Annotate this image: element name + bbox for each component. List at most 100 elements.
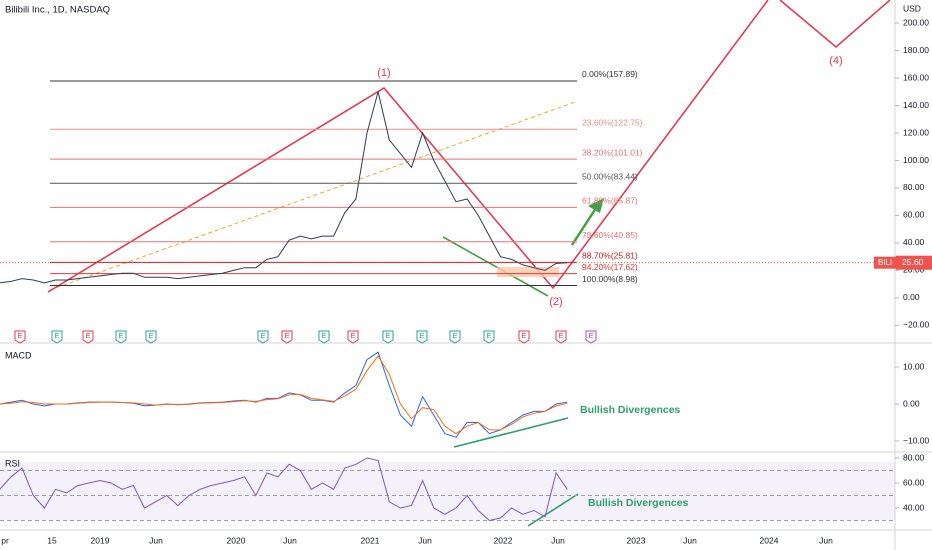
- wave-line: [47, 0, 769, 293]
- zone: [497, 267, 559, 277]
- wave-label: (4): [829, 55, 842, 67]
- y-tick-label: 0.00: [903, 292, 920, 302]
- fib-label: 94.20%(17.62): [582, 262, 638, 272]
- fib-label: 50.00%(83.44): [582, 172, 638, 182]
- earnings-marker: [14, 330, 26, 344]
- x-tick-label: Jun: [551, 535, 565, 545]
- x-tick-label: 2020: [227, 535, 246, 545]
- trend-line: [49, 101, 576, 291]
- fib-label: 100.00%(8.98): [582, 274, 638, 284]
- price-line: [0, 91, 568, 284]
- earnings-marker: [318, 330, 330, 344]
- y-tick-label: 120.00: [903, 127, 929, 137]
- earnings-label: E: [350, 331, 355, 340]
- earnings-marker: [416, 330, 428, 344]
- earnings-label: E: [148, 331, 153, 340]
- earnings-label: E: [486, 331, 491, 340]
- symbol: BILI: [878, 258, 892, 267]
- earnings-marker: [281, 330, 293, 344]
- arrow: [570, 204, 600, 246]
- x-tick-label: Jun: [819, 535, 833, 545]
- y-tick-label: 200.00: [903, 17, 929, 27]
- x-tick-label: Jun: [418, 535, 432, 545]
- x-tick-label: 2023: [627, 535, 646, 545]
- earnings-label: E: [17, 331, 22, 340]
- chart-title: Bilibili Inc., 1D, NASDAQ: [5, 5, 110, 16]
- rsi-line: [0, 457, 568, 522]
- earnings-marker: [115, 330, 127, 344]
- y-tick-label: 100.00: [903, 155, 929, 165]
- x-tick-label: 2022: [494, 535, 513, 545]
- fib-label: 23.60%(122.75): [582, 117, 643, 127]
- x-tick-label: 2019: [91, 535, 110, 545]
- y-tick-label: −10.00: [903, 435, 930, 445]
- earnings-marker: [257, 330, 269, 344]
- y-tick-label: 180.00: [903, 45, 929, 55]
- x-tick-label: Jun: [683, 535, 697, 545]
- earnings-label: E: [385, 331, 390, 340]
- divergence-line: [453, 417, 569, 448]
- earnings-marker: [518, 330, 530, 344]
- x-tick-label: pr: [1, 535, 9, 545]
- earnings-label: E: [419, 331, 424, 340]
- earnings-marker: [585, 330, 597, 344]
- y-tick-label: 60.00: [903, 477, 925, 487]
- x-tick-label: Jun: [149, 535, 163, 545]
- earnings-marker: [449, 330, 461, 344]
- y-tick-label: 0.00: [903, 398, 920, 408]
- y-tick-label: 40.00: [903, 237, 925, 247]
- y-tick-label: 80.00: [903, 452, 925, 462]
- macd-label: MACD: [5, 350, 32, 360]
- y-tick-label: 10.00: [903, 361, 925, 371]
- x-tick-label: 2021: [361, 535, 380, 545]
- price-badge: [896, 255, 932, 270]
- earnings-marker: [82, 330, 94, 344]
- y-tick-label: 60.00: [903, 210, 925, 220]
- y-tick-label: 80.00: [903, 182, 925, 192]
- earnings-label: E: [588, 331, 593, 340]
- divergence-line: [442, 236, 549, 297]
- fib-label: 0.00%(157.89): [582, 69, 638, 79]
- symbol-badge: [874, 256, 896, 269]
- last-price-label: 25.60: [902, 257, 924, 267]
- y-tick-label: 140.00: [903, 100, 929, 110]
- earnings-label: E: [118, 331, 123, 340]
- fib-label: 61.80%(65.87): [582, 196, 638, 206]
- signal-line: [0, 355, 568, 435]
- divergence-line: [527, 493, 579, 527]
- fib-label: 78.60%(40.85): [582, 230, 638, 240]
- wave-line: [779, 0, 891, 49]
- earnings-label: E: [452, 331, 457, 340]
- earnings-label: E: [558, 331, 563, 340]
- earnings-marker: [483, 330, 495, 344]
- rsi-band-fill: [0, 462, 895, 520]
- currency: USD: [903, 3, 921, 13]
- earnings-label: E: [321, 331, 326, 340]
- x-tick-label: 15: [47, 535, 57, 545]
- earnings-label: E: [260, 331, 265, 340]
- earnings-marker: [51, 330, 63, 344]
- fib-label: 88.70%(25.81): [582, 251, 638, 261]
- earnings-label: E: [521, 331, 526, 340]
- x-tick-label: Jun: [283, 535, 297, 545]
- annotation: Bullish Divergences: [580, 404, 681, 416]
- wave-label: (1): [377, 67, 390, 79]
- earnings-marker: [555, 330, 567, 344]
- earnings-label: E: [54, 331, 59, 340]
- annotation: Bullish Divergences: [588, 497, 689, 509]
- earnings-label: E: [85, 331, 90, 340]
- earnings-label: E: [284, 331, 289, 340]
- arrow-head: [588, 198, 604, 213]
- earnings-marker: [347, 330, 359, 344]
- fib-label: 38.20%(101.01): [582, 147, 643, 157]
- y-tick-label: −20.00: [903, 320, 930, 330]
- rsi-label: RSI: [5, 458, 20, 468]
- wave-label: (2): [549, 296, 562, 308]
- x-tick-label: 2024: [760, 535, 779, 545]
- y-tick-label: 160.00: [903, 72, 929, 82]
- earnings-marker: [382, 330, 394, 344]
- y-tick-label: 40.00: [903, 502, 925, 512]
- earnings-marker: [145, 330, 157, 344]
